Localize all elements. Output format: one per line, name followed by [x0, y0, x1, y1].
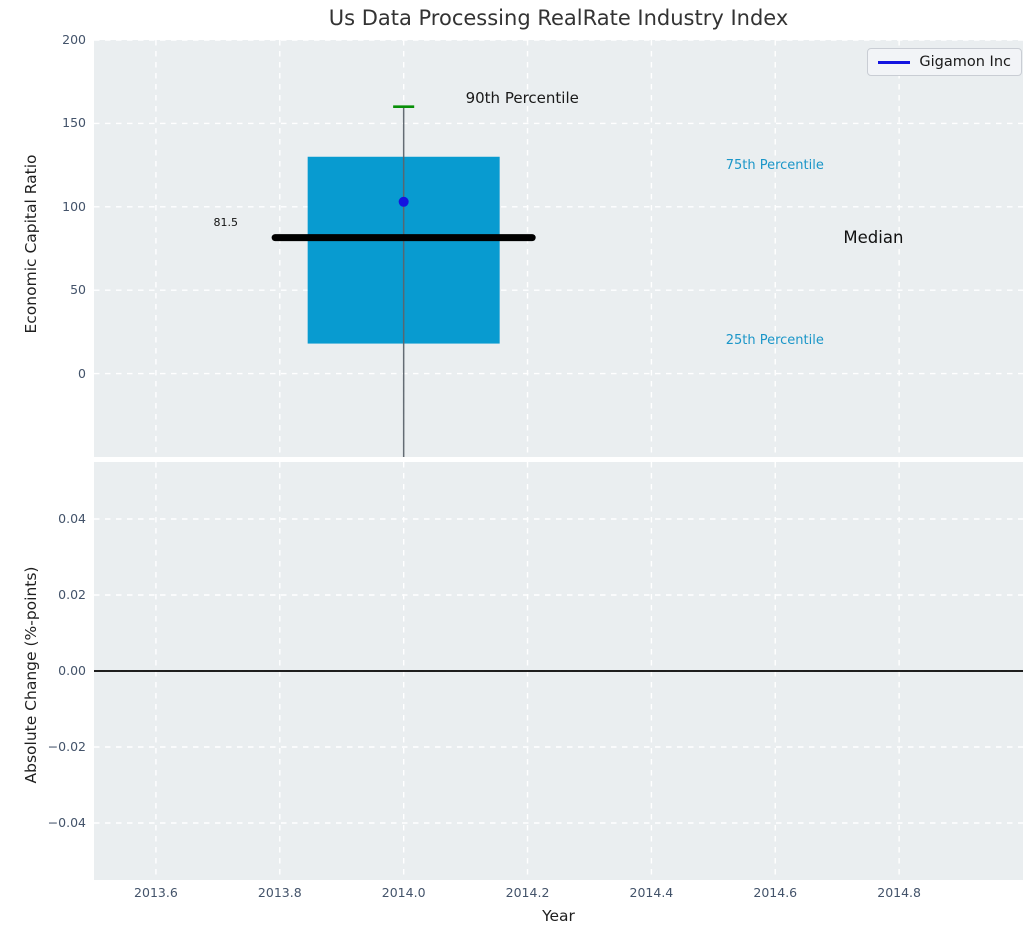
top-axes-canvas: [94, 40, 1023, 457]
y-axis-label-top: Economic Capital Ratio: [22, 153, 40, 334]
x-tick-label: 2014.4: [629, 885, 674, 900]
x-tick-label: 2014.6: [753, 885, 798, 900]
x-tick-label: 2014.0: [381, 885, 426, 900]
y-tick-label-top: 150: [62, 115, 86, 131]
x-tick-label: 2014.2: [505, 885, 550, 900]
y-tick-label-bottom: 0.02: [58, 587, 86, 602]
top-axes-economic-capital-ratio: [94, 40, 1023, 457]
y-tick-label-top: 100: [62, 198, 86, 214]
legend-label: Gigamon Inc: [919, 54, 1011, 70]
legend: Gigamon Inc: [867, 48, 1022, 76]
y-tick-label-bottom: −0.02: [47, 739, 86, 754]
x-axis-label: Year: [542, 907, 575, 925]
x-tick-label: 2014.8: [877, 885, 921, 900]
annotation-90th-percentile: 90th Percentile: [465, 88, 579, 107]
annotation-median-value: 81.5: [213, 215, 239, 229]
y-tick-label-bottom: −0.04: [47, 815, 86, 830]
chart-title: Us Data Processing RealRate Industry Ind…: [328, 6, 789, 30]
y-tick-label-top: 50: [70, 282, 86, 298]
y-tick-label-top: 200: [62, 32, 86, 47]
company-point: [398, 196, 409, 207]
x-tick-label: 2013.6: [134, 885, 178, 900]
y-tick-label-top: 0: [78, 365, 86, 381]
y-tick-label-bottom: 0.04: [58, 511, 86, 526]
annotation-25th-percentile: 25th Percentile: [725, 332, 824, 348]
annotation-median: Median: [843, 227, 904, 247]
annotation-75th-percentile: 75th Percentile: [725, 157, 824, 173]
legend-line-swatch: [878, 60, 911, 64]
y-tick-label-bottom: 0.00: [58, 663, 86, 678]
x-tick-label: 2013.8: [257, 885, 302, 900]
bottom-axes-absolute-change: [94, 462, 1023, 880]
bottom-axes-canvas: [94, 462, 1023, 880]
